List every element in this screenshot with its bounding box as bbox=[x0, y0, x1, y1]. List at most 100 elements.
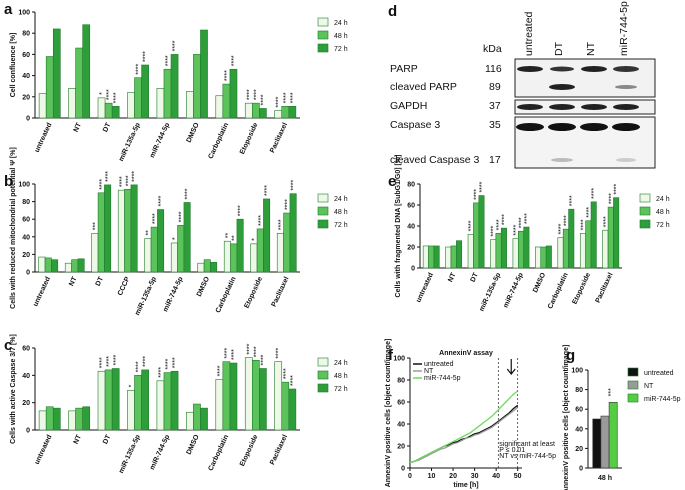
blot-row: cleaved PARP bbox=[390, 81, 457, 93]
legend-swatch bbox=[639, 219, 651, 229]
bar bbox=[134, 77, 142, 119]
bar bbox=[281, 381, 290, 431]
significance: **** bbox=[603, 216, 610, 227]
significance: **** bbox=[260, 354, 267, 365]
bar bbox=[111, 368, 120, 431]
significance: **** bbox=[224, 70, 231, 81]
significance: **** bbox=[136, 64, 143, 75]
significance: **** bbox=[113, 354, 120, 365]
significance: **** bbox=[563, 215, 570, 226]
bar bbox=[283, 212, 291, 273]
significance: **** bbox=[519, 217, 526, 228]
significance: **** bbox=[278, 219, 285, 230]
bar bbox=[545, 245, 552, 269]
x-tick-label: CCCP bbox=[117, 276, 132, 297]
significance: **** bbox=[513, 224, 520, 235]
panel-letter: e bbox=[388, 173, 396, 190]
significance: **** bbox=[580, 219, 587, 230]
x-tick-label: 48 h bbox=[598, 475, 612, 482]
significance: **** bbox=[591, 188, 598, 199]
significance: **** bbox=[253, 346, 260, 357]
significance: **** bbox=[113, 92, 120, 103]
annotation: P ≤ 0.01 bbox=[499, 447, 525, 454]
bar bbox=[490, 239, 497, 269]
y-tick-label: 20 bbox=[407, 245, 415, 252]
bar bbox=[104, 369, 113, 431]
bar bbox=[428, 245, 435, 269]
bar bbox=[186, 91, 194, 119]
significance: **** bbox=[474, 189, 481, 200]
significance: **** bbox=[246, 89, 253, 100]
bar bbox=[422, 245, 429, 269]
bar bbox=[117, 189, 125, 273]
y-tick-label: 20 bbox=[22, 94, 30, 101]
bar bbox=[215, 95, 224, 119]
bar bbox=[592, 418, 602, 469]
significance: **** bbox=[231, 55, 238, 66]
legend-label: untreated bbox=[424, 361, 454, 368]
y-tick-label: 40 bbox=[22, 234, 30, 241]
x-tick-label: DMSO bbox=[186, 121, 201, 143]
bar bbox=[68, 410, 76, 431]
blot-column: untreated bbox=[523, 11, 535, 56]
significance: **** bbox=[99, 179, 106, 190]
bar bbox=[82, 24, 91, 119]
x-tick-label: DMSO bbox=[196, 275, 211, 297]
legend-swatch bbox=[627, 380, 639, 390]
significance: **** bbox=[491, 225, 498, 236]
bar bbox=[44, 257, 52, 273]
x-tick-label: miR-744-5p bbox=[149, 122, 171, 159]
x-axis-label: time [h] bbox=[453, 482, 478, 489]
bar bbox=[193, 54, 201, 119]
bar bbox=[156, 380, 165, 431]
x-tick-label: untreated bbox=[415, 272, 435, 304]
y-tick-label: 40 bbox=[575, 426, 583, 433]
bar bbox=[104, 184, 112, 273]
legend-label: miR-744-5p bbox=[424, 375, 461, 382]
bar bbox=[45, 56, 54, 119]
significance: **** bbox=[231, 349, 238, 360]
bar bbox=[200, 407, 208, 431]
significance: * bbox=[251, 238, 258, 241]
x-tick-label: miR-744-5p bbox=[503, 272, 525, 309]
significance: **** bbox=[290, 92, 297, 103]
significance: **** bbox=[136, 361, 143, 372]
panel-letter: c bbox=[4, 337, 12, 354]
y-tick-label: 100 bbox=[393, 356, 405, 363]
bar bbox=[276, 232, 284, 273]
bar bbox=[141, 64, 149, 119]
significance: **** bbox=[284, 199, 291, 210]
bar bbox=[535, 246, 542, 269]
bar bbox=[274, 361, 283, 431]
bar bbox=[259, 108, 267, 119]
bar bbox=[562, 228, 569, 269]
significance: **** bbox=[614, 183, 621, 194]
bar bbox=[97, 192, 105, 273]
bar bbox=[222, 83, 231, 119]
bar bbox=[613, 197, 620, 269]
y-axis-label: Cells with fragmented DNA [SubG1/G0] [%] bbox=[395, 155, 402, 298]
x-tick-label: Etoposide bbox=[243, 276, 264, 310]
significance: **** bbox=[132, 171, 139, 182]
significance: **** bbox=[105, 171, 112, 182]
blot-kda: 116 bbox=[485, 63, 502, 75]
significance: **** bbox=[260, 94, 267, 105]
significance: ** bbox=[225, 232, 232, 238]
y-tick-label: 60 bbox=[397, 400, 405, 407]
bar bbox=[38, 93, 47, 119]
y-axis-label: Cells with reduced mitochondrial potenti… bbox=[10, 147, 17, 309]
x-tick-label: DT bbox=[470, 271, 481, 283]
legend-label: 72 h bbox=[656, 222, 670, 229]
bar bbox=[289, 193, 297, 273]
significance: **** bbox=[99, 357, 106, 368]
x-tick-label: miR-135a-5p bbox=[134, 276, 158, 317]
y-tick-label: 40 bbox=[407, 224, 415, 231]
bar bbox=[288, 106, 297, 119]
significance: **** bbox=[125, 175, 132, 186]
significance: **** bbox=[152, 213, 159, 224]
y-tick-label: 100 bbox=[18, 182, 30, 189]
bar bbox=[134, 375, 142, 431]
significance: **** bbox=[608, 193, 615, 204]
significance: **** bbox=[586, 207, 593, 218]
bar bbox=[540, 246, 547, 269]
